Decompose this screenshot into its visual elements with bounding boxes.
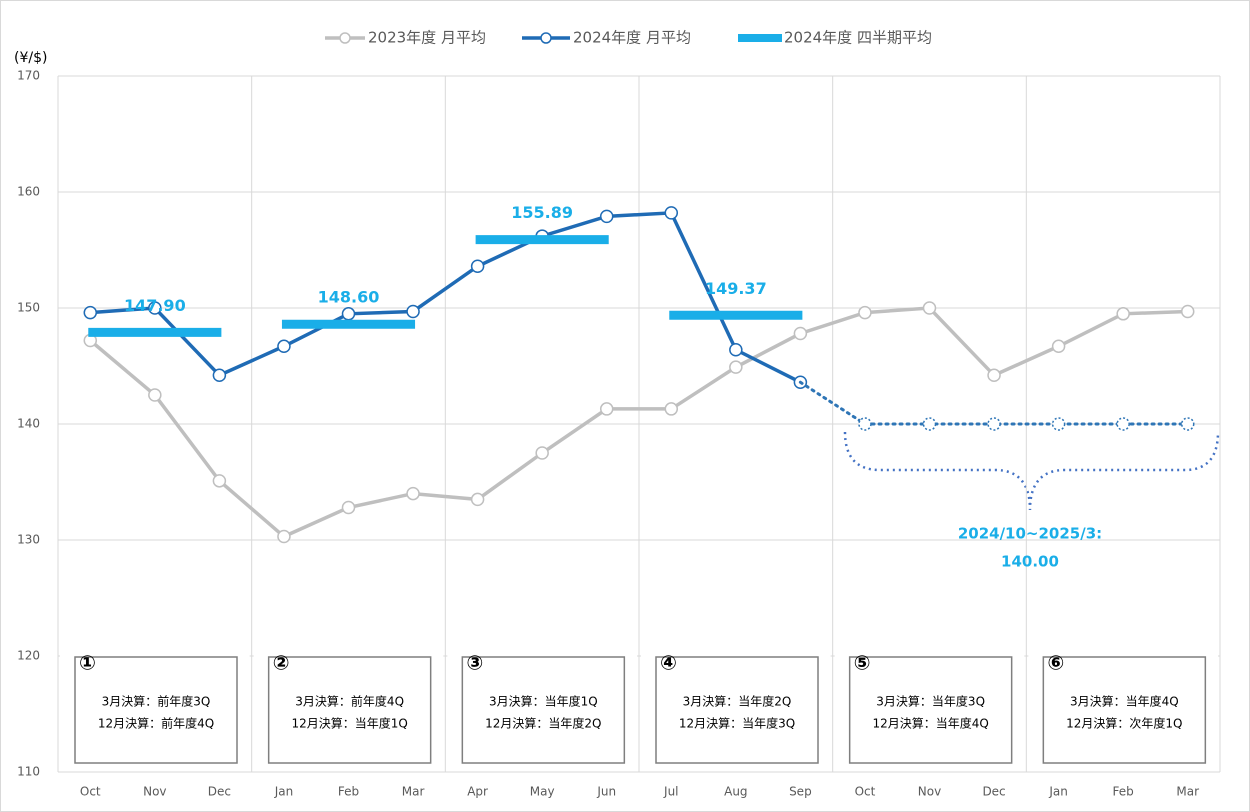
box-number: ① (79, 651, 96, 675)
annotation-label: 2024/10~2025/3: (958, 525, 1102, 543)
info-box (461, 656, 626, 764)
point (987, 368, 1001, 383)
point (664, 402, 679, 416)
box-line: 12月決算：当年度2Q (485, 716, 601, 731)
point (212, 474, 227, 488)
quarter-label: 155.89 (511, 203, 573, 222)
x-tick-label: Aug (724, 785, 747, 799)
legend-label: 2023年度 月平均 (368, 29, 486, 47)
box-line: 3月決算：当年度1Q (489, 694, 598, 709)
legend-swatch (540, 32, 552, 44)
legend-label: 2024年度 四半期平均 (784, 29, 932, 47)
box-line: 12月決算：前年度4Q (98, 716, 214, 731)
box-line: 12月決算：当年度3Q (679, 716, 795, 731)
point (406, 486, 420, 501)
point (148, 301, 162, 315)
series-line (88, 211, 803, 384)
point (406, 304, 420, 319)
x-tick-label: Dec (208, 785, 231, 799)
point (83, 305, 98, 320)
annotation-value: 140.00 (1001, 553, 1059, 571)
box-line: 12月決算：当年度1Q (291, 716, 407, 731)
point (599, 209, 614, 224)
point (987, 417, 1001, 431)
point (922, 417, 937, 431)
info-box (848, 656, 1013, 764)
box-line: 12月決算：次年度1Q (1066, 716, 1182, 731)
x-tick-label: Oct (80, 785, 101, 799)
point (1051, 339, 1066, 354)
point (1116, 417, 1130, 431)
point (341, 500, 356, 515)
box-line: 3月決算：当年度3Q (876, 694, 985, 709)
series-line (88, 306, 1190, 539)
point (470, 259, 485, 273)
x-tick-label: Oct (855, 785, 876, 799)
x-tick-label: Nov (143, 785, 166, 799)
x-tick-label: Jun (596, 785, 616, 799)
quarter-label: 148.60 (318, 288, 380, 307)
info-box (74, 656, 238, 764)
point (793, 326, 808, 341)
box-number: ③ (466, 651, 483, 675)
box-line: 12月決算：当年度4Q (872, 716, 988, 731)
y-tick-label: 150 (17, 301, 40, 315)
x-tick-label: Mar (1176, 785, 1199, 799)
x-tick-label: Sep (789, 785, 812, 799)
x-tick-label: May (530, 785, 555, 799)
box-number: ⑤ (854, 651, 871, 675)
point (1180, 417, 1195, 431)
y-tick-label: 160 (17, 185, 40, 199)
point (148, 388, 162, 402)
point (599, 402, 614, 416)
point (470, 492, 485, 507)
x-tick-label: Jan (274, 785, 294, 799)
y-tick-label: 120 (17, 649, 40, 663)
box-number: ④ (660, 651, 677, 675)
x-tick-label: Dec (982, 785, 1005, 799)
y-tick-label: 110 (17, 765, 40, 779)
x-tick-label: Feb (338, 785, 359, 799)
x-tick-label: Mar (402, 785, 425, 799)
point (212, 368, 227, 383)
point (664, 206, 679, 220)
y-tick-label: 170 (17, 69, 40, 83)
info-box (655, 656, 819, 764)
point (729, 360, 743, 374)
box-number: ② (273, 651, 290, 675)
x-tick-label: Apr (467, 785, 488, 799)
point (922, 301, 937, 315)
x-tick-label: Nov (918, 785, 941, 799)
point (277, 339, 291, 354)
quarter-label: 147.90 (124, 296, 186, 315)
point (858, 417, 872, 431)
brace (843, 431, 1220, 511)
y-tick-label: 130 (17, 533, 40, 547)
legend-swatch (339, 32, 351, 44)
x-tick-label: Jan (1048, 785, 1068, 799)
point (1116, 307, 1130, 321)
info-box (1042, 656, 1207, 764)
info-box (267, 656, 432, 764)
quarter-label: 149.37 (705, 279, 767, 298)
box-line: 3月決算：当年度4Q (1070, 694, 1179, 709)
box-line: 3月決算：当年度2Q (683, 694, 792, 709)
y-unit: (¥/$) (14, 50, 47, 66)
box-number: ⑥ (1047, 651, 1064, 675)
x-tick-label: Jul (663, 785, 678, 799)
box-line: 3月決算：前年度3Q (102, 694, 211, 709)
point (277, 529, 291, 544)
point (1180, 304, 1195, 319)
point (1051, 417, 1066, 431)
point (341, 307, 356, 321)
point (858, 305, 872, 320)
y-tick-label: 140 (17, 417, 40, 431)
point (729, 343, 743, 357)
point (535, 446, 549, 460)
legend-label: 2024年度 月平均 (573, 29, 691, 47)
box-line: 3月決算：前年度4Q (295, 694, 404, 709)
x-tick-label: Feb (1113, 785, 1134, 799)
